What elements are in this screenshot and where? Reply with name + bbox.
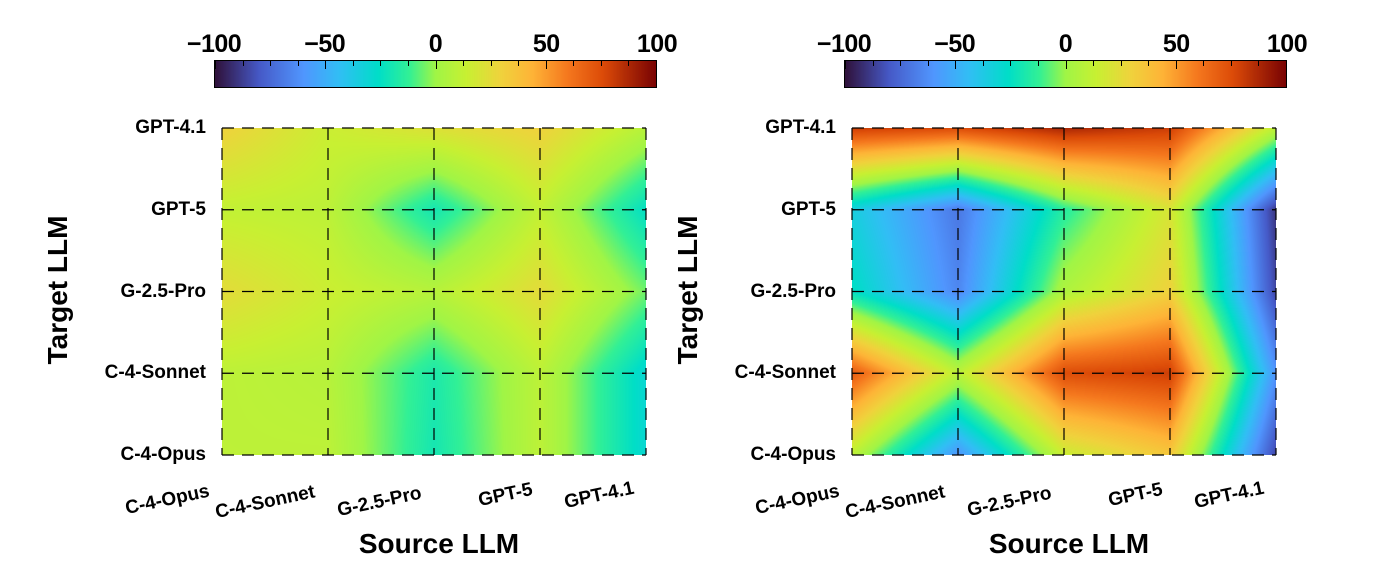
colorbar-tick-label: 0 [428, 30, 443, 58]
colorbar-tick [325, 61, 327, 69]
colorbar-tick-label: 100 [1266, 30, 1308, 58]
x-tick-label: C-4-Opus [123, 480, 212, 520]
heatmap-panel-left: −100 −50 0 50 100 GPT-4.1 GPT-5 G-2.5-Pro C-4-So… [0, 0, 687, 578]
colorbar [844, 60, 1287, 88]
colorbar-tick [927, 61, 929, 66]
x-tick-label: GPT-4.1 [562, 477, 636, 514]
x-axis-title: Source LLM [988, 528, 1150, 559]
y-tick-label: C-4-Sonnet [104, 362, 206, 384]
colorbar-tick [1203, 61, 1205, 66]
y-tick-label: C-4-Opus [120, 444, 207, 465]
colorbar-tick [545, 61, 547, 69]
colorbar-tick [1093, 61, 1095, 66]
colorbar-tick [573, 61, 575, 66]
colorbar-tick-label: −100 [816, 30, 872, 58]
colorbar-tick [518, 61, 520, 66]
colorbar-tick [407, 61, 409, 66]
colorbar-tick [1258, 61, 1260, 66]
y-axis-title: Target LLM [672, 215, 703, 365]
colorbar-tick [1230, 61, 1232, 66]
x-tick-label: C-4-Opus [753, 480, 842, 520]
y-tick-label: C-4-Opus [750, 444, 837, 465]
y-tick-label: GPT-4.1 [135, 117, 206, 138]
heatmap-grid [851, 127, 1277, 456]
y-tick-label: C-4-Sonnet [734, 362, 836, 384]
heatmap-plot-area [851, 127, 1277, 456]
colorbar-tick-label: 50 [532, 30, 560, 58]
colorbar-tick [1148, 61, 1150, 66]
colorbar-tick-label: −100 [186, 30, 242, 58]
colorbar-tick [1037, 61, 1039, 66]
colorbar-tick [656, 61, 657, 69]
x-tick-label: G-2.5-Pro [335, 482, 424, 522]
x-tick-label: G-2.5-Pro [965, 482, 1054, 522]
colorbar-tick [1010, 61, 1012, 66]
x-tick-label: GPT-4.1 [1192, 477, 1266, 514]
colorbar-tick [215, 61, 216, 69]
y-tick-label: GPT-5 [151, 198, 206, 220]
colorbar-tick [628, 61, 630, 66]
colorbar-tick [270, 61, 272, 66]
colorbar-tick [380, 61, 382, 66]
colorbar-tick [900, 61, 902, 66]
colorbar-tick [352, 61, 354, 66]
heatmap-plot-area [221, 127, 647, 456]
y-tick-label: G-2.5-Pro [120, 280, 206, 302]
y-axis-title: Target LLM [42, 215, 73, 365]
x-axis-title: Source LLM [358, 528, 520, 559]
colorbar-tick [845, 61, 846, 69]
y-tick-label: GPT-5 [781, 198, 836, 220]
colorbar-tick [872, 61, 874, 66]
colorbar-tick-label: −50 [934, 30, 976, 58]
colorbar-tick [1175, 61, 1177, 69]
colorbar-tick-label: −50 [304, 30, 346, 58]
colorbar-tick [600, 61, 602, 66]
colorbar [214, 60, 657, 88]
colorbar-tick [242, 61, 244, 66]
colorbar-tick [982, 61, 984, 66]
colorbar-tick-label: 0 [1058, 30, 1073, 58]
x-tick-label: C-4-Sonnet [843, 481, 947, 524]
colorbar-tick [297, 61, 299, 66]
colorbar-tick [955, 61, 957, 69]
x-tick-label: GPT-5 [476, 479, 535, 512]
colorbar-tick [1065, 61, 1067, 69]
colorbar-tick-label: 100 [636, 30, 678, 58]
y-tick-label: G-2.5-Pro [750, 280, 836, 302]
colorbar-tick [1120, 61, 1122, 66]
colorbar-tick-label: 50 [1162, 30, 1190, 58]
x-tick-label: GPT-5 [1106, 479, 1165, 512]
x-tick-label: C-4-Sonnet [213, 481, 317, 524]
heatmap-panel-right: −100 −50 0 50 100 GPT-4.1 GPT-5 G-2.5-Pro C-4-So… [630, 0, 1317, 578]
heatmap-grid [221, 127, 647, 456]
colorbar-tick [490, 61, 492, 66]
colorbar-tick [463, 61, 465, 66]
y-tick-label: GPT-4.1 [765, 117, 836, 138]
colorbar-tick [435, 61, 437, 69]
colorbar-tick [1286, 61, 1287, 69]
